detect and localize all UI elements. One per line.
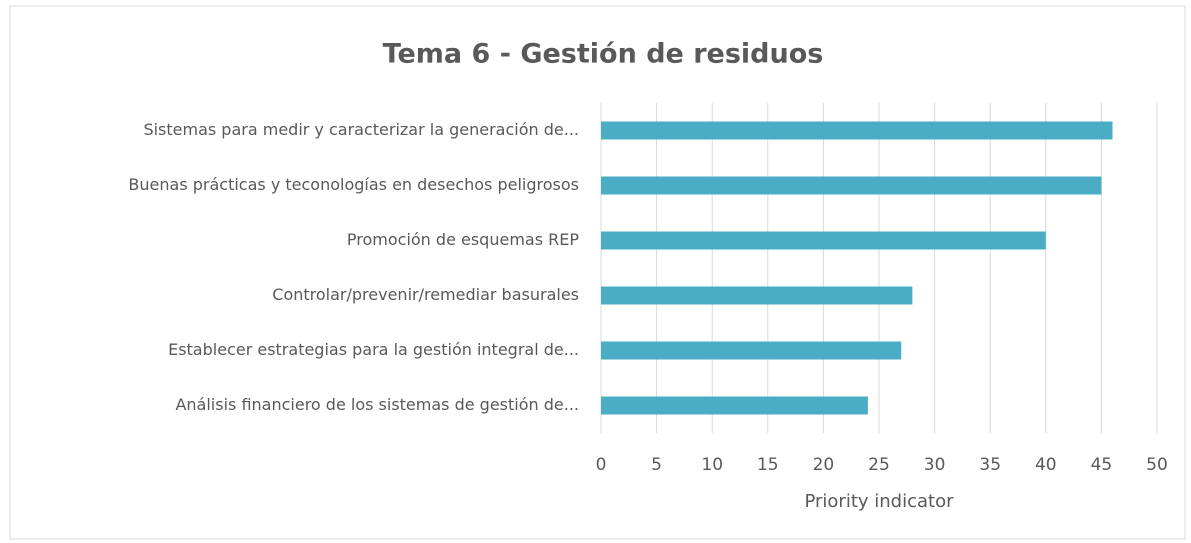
- x-tick-label: 20: [813, 455, 835, 475]
- bar: [601, 121, 1113, 140]
- y-tick-label: Controlar/prevenir/remediar basurales: [272, 285, 579, 304]
- x-tick-label: 5: [651, 455, 662, 475]
- x-tick-label: 25: [868, 455, 890, 475]
- bar: [601, 396, 868, 415]
- y-tick-label: Establecer estrategias para la gestión i…: [168, 340, 579, 359]
- x-tick-label: 10: [701, 455, 723, 475]
- y-tick-label: Análisis financiero de los sistemas de g…: [175, 395, 579, 414]
- x-axis-label: Priority indicator: [804, 491, 954, 512]
- x-tick-label: 45: [1091, 455, 1113, 475]
- bar: [601, 231, 1046, 250]
- y-tick-label: Sistemas para medir y caracterizar la ge…: [143, 120, 579, 139]
- x-tick-label: 50: [1146, 455, 1168, 475]
- x-tick-label: 30: [924, 455, 946, 475]
- bar: [601, 176, 1102, 195]
- chart-title: Tema 6 - Gestión de residuos: [383, 39, 824, 70]
- bar: [601, 341, 902, 360]
- chart-frame: [9, 5, 1186, 540]
- bar: [601, 286, 913, 305]
- x-tick-label: 0: [596, 455, 607, 475]
- y-tick-label: Promoción de esquemas REP: [347, 230, 579, 249]
- y-tick-label: Buenas prácticas y teconologías en desec…: [128, 175, 579, 194]
- x-tick-label: 40: [1035, 455, 1057, 475]
- x-tick-label: 35: [979, 455, 1001, 475]
- x-tick-label: 15: [757, 455, 779, 475]
